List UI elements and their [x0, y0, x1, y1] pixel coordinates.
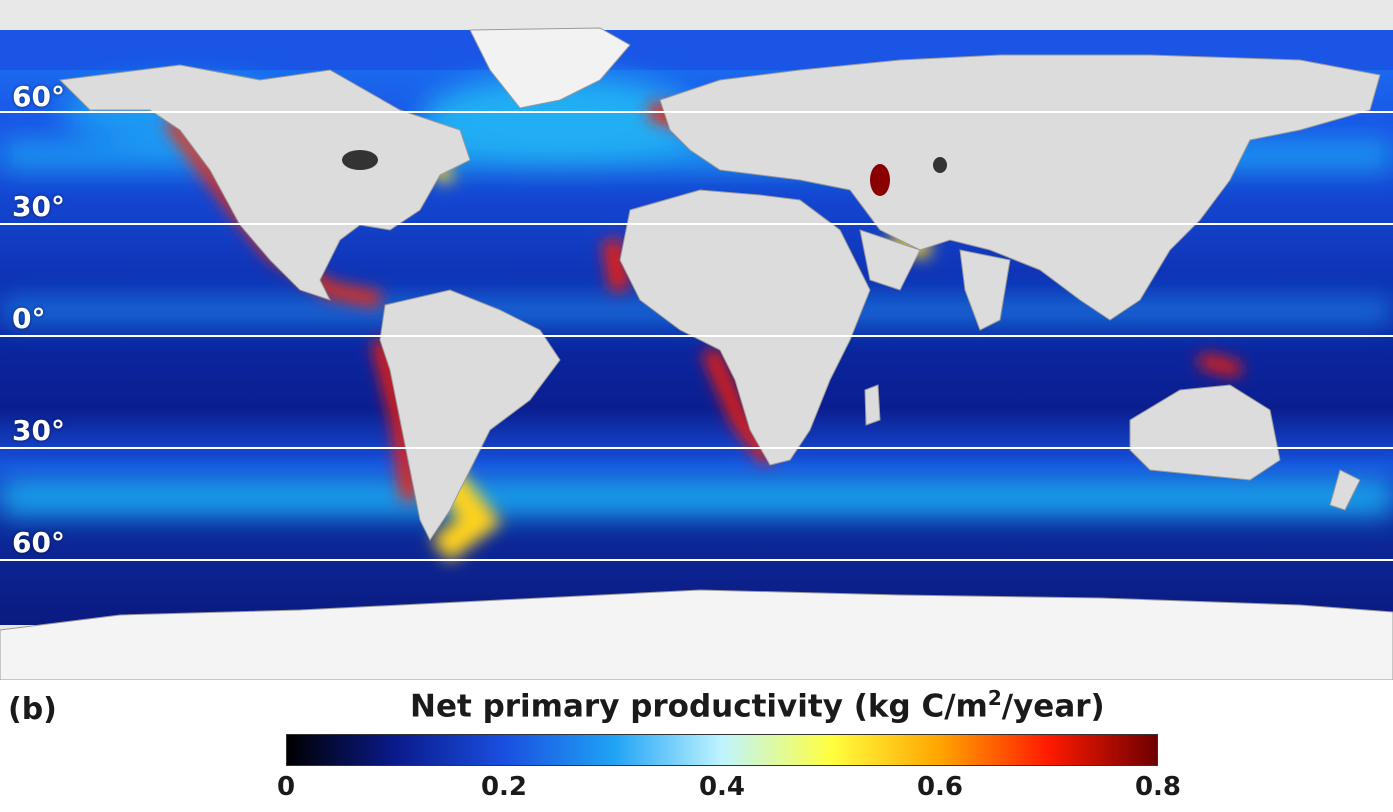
colorbar-tick-label: 0.2	[481, 772, 527, 802]
lat-label-30n: 30°	[12, 190, 65, 223]
lat-label-30s: 30°	[12, 414, 65, 447]
colorbar	[286, 734, 1158, 766]
colorbar-tick-label: 0.6	[917, 772, 963, 802]
lat-label-60n: 60°	[12, 80, 65, 113]
colorbar-title: Net primary productivity (kg C/m2/year)	[410, 686, 1105, 724]
lat-label-0: 0°	[12, 302, 45, 335]
world-map	[0, 0, 1393, 680]
colorbar-tick-label: 0.4	[699, 772, 745, 802]
panel-label: (b)	[8, 692, 57, 727]
colorbar-title-prefix: Net primary productivity (kg C/m	[410, 688, 988, 724]
colorbar-title-suffix: /year)	[1002, 688, 1105, 724]
colorbar-tick-label: 0	[277, 772, 295, 802]
colorbar-title-superscript: 2	[988, 686, 1002, 710]
colorbar-tick-label: 0.8	[1135, 772, 1181, 802]
lat-label-60s: 60°	[12, 526, 65, 559]
